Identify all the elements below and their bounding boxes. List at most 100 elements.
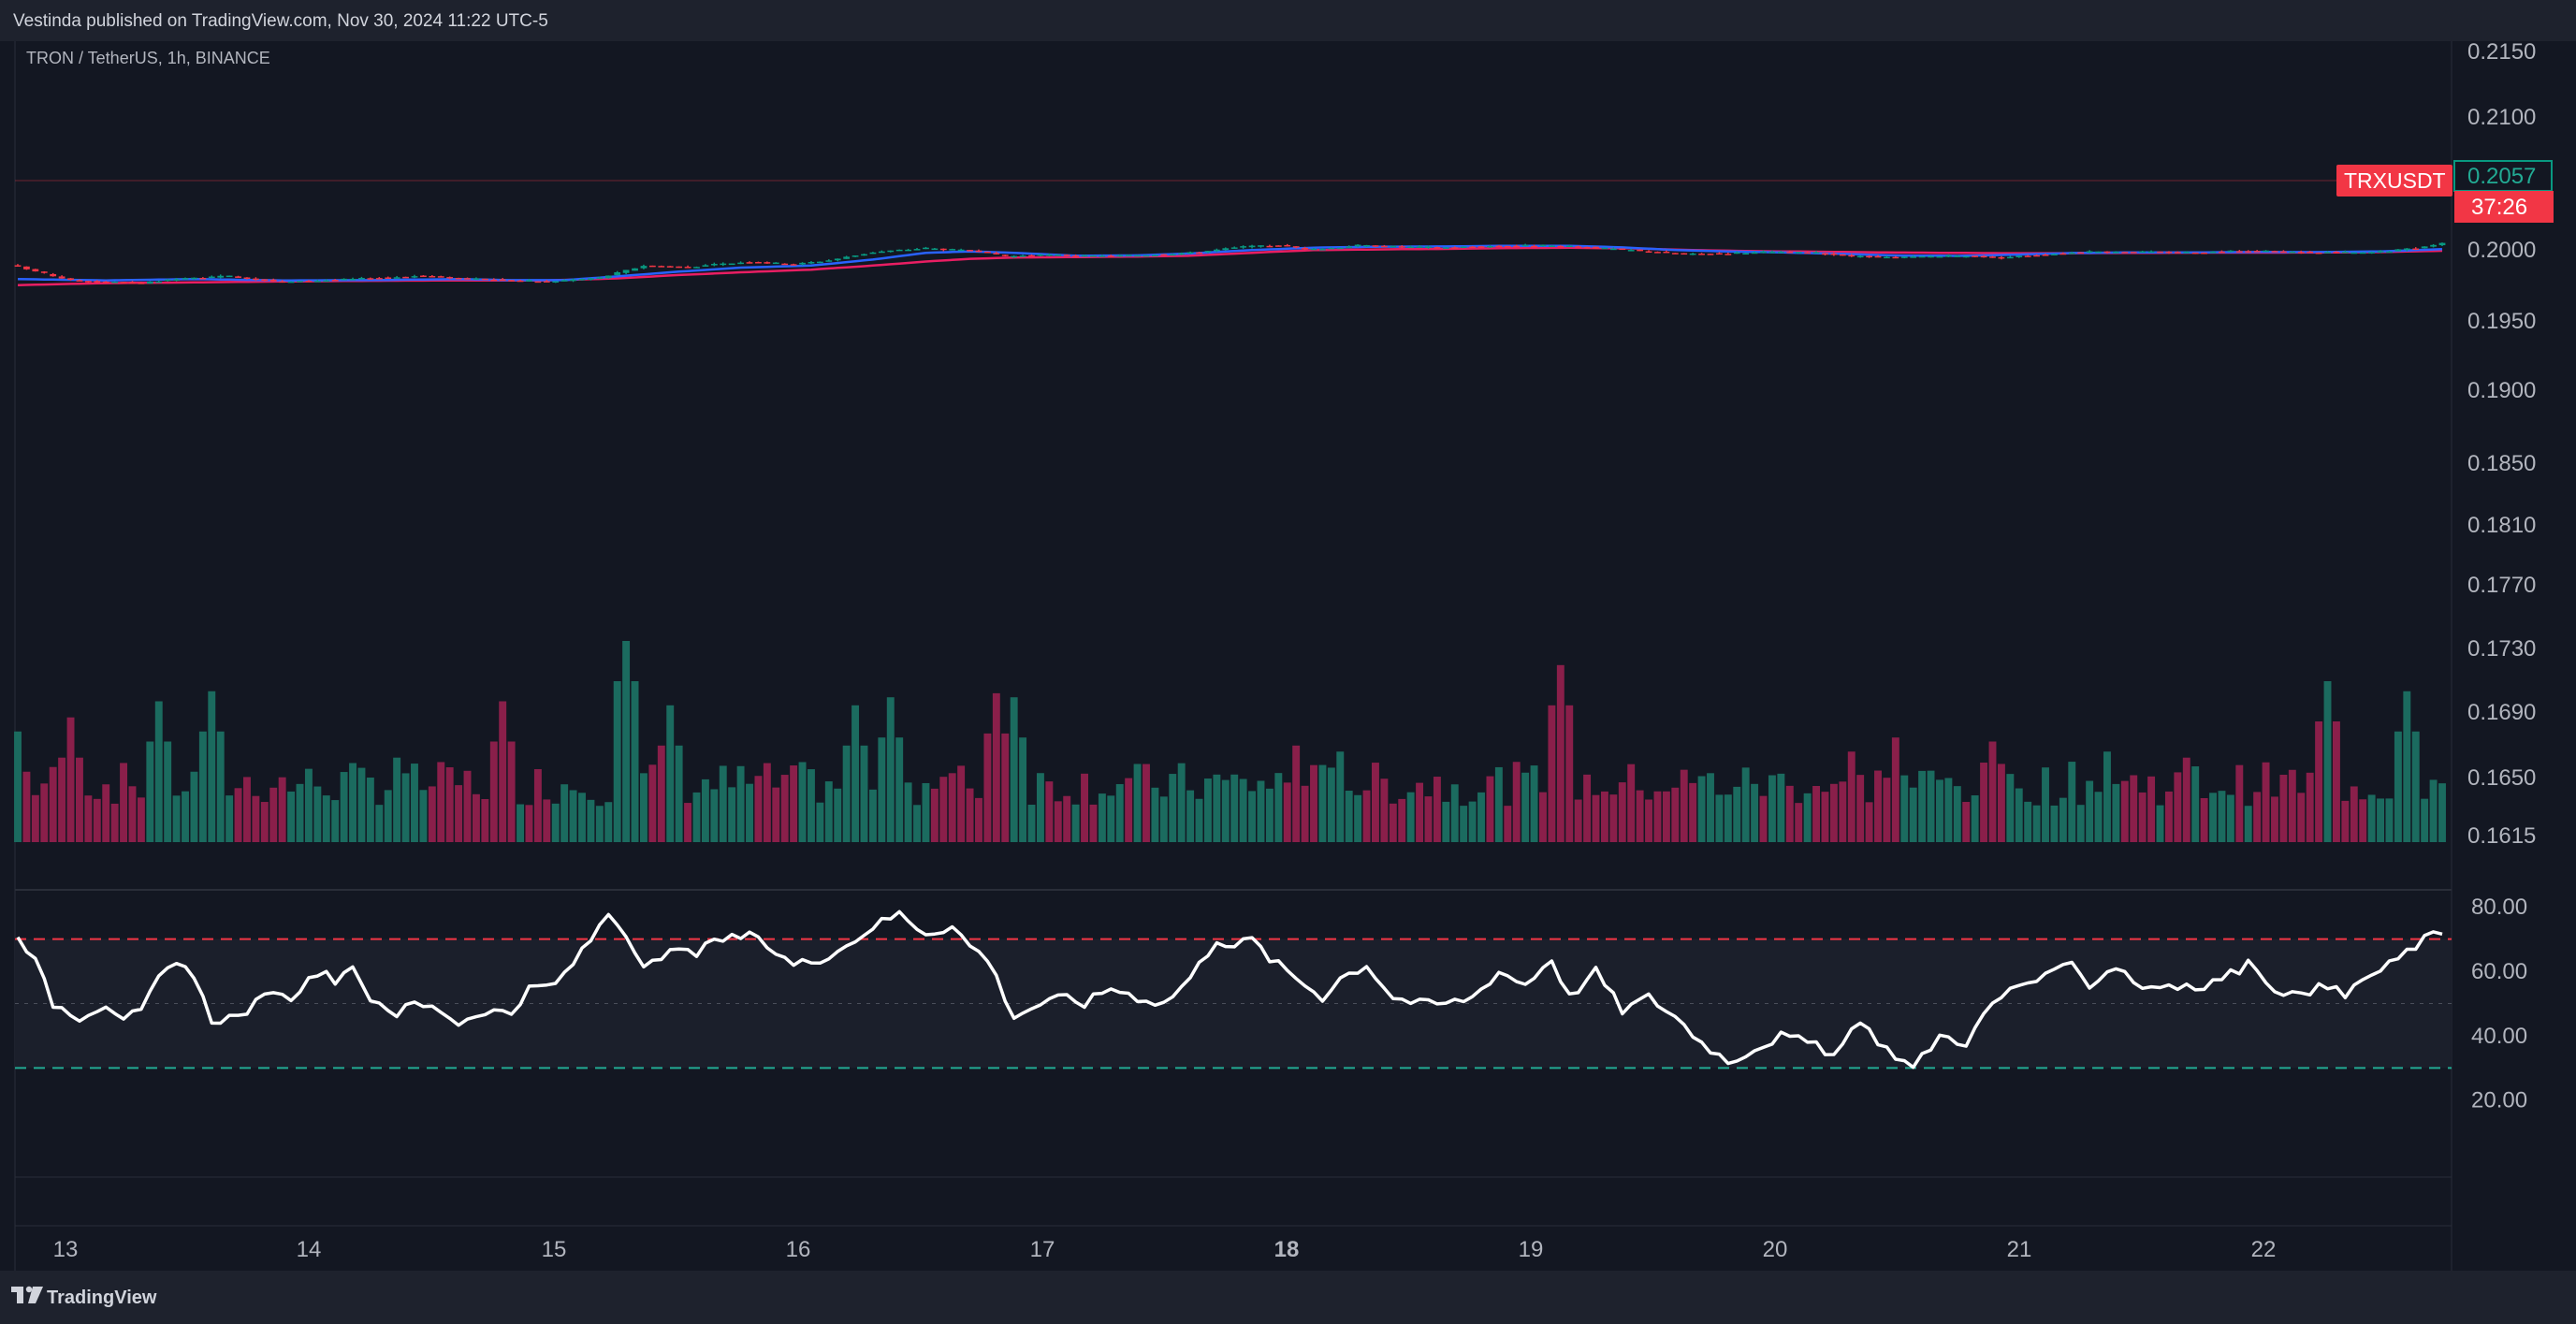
candle-body: [58, 276, 65, 279]
candle-body: [1539, 244, 1547, 247]
price-tick-label: 0.1615: [2467, 823, 2536, 849]
volume-bar: [1416, 782, 1424, 842]
candle-body: [648, 265, 656, 268]
volume-bar: [1795, 803, 1803, 842]
candle-body: [2253, 251, 2261, 253]
candle-body: [1830, 253, 1838, 255]
volume-bar: [631, 681, 639, 842]
volume-bar: [1301, 785, 1309, 842]
volume-bar: [2288, 769, 2296, 842]
candle-body: [2412, 248, 2420, 251]
volume-bar: [2032, 805, 2041, 842]
volume-bar: [1953, 786, 1961, 842]
candle-body: [1707, 254, 1714, 255]
volume-bar: [182, 791, 189, 842]
candle-body: [323, 280, 330, 283]
candle-body: [1777, 251, 1784, 254]
candle-body: [1822, 253, 1828, 255]
candle-body: [226, 275, 233, 278]
volume-bar: [287, 791, 296, 842]
candle-body: [2183, 252, 2190, 254]
candle-body: [543, 281, 550, 283]
candle-body: [2033, 255, 2040, 257]
candle-body: [32, 269, 39, 272]
candle-body: [851, 255, 859, 257]
candle-body: [728, 263, 735, 266]
volume-bars: [14, 641, 2446, 842]
volume-bar: [1159, 796, 1168, 842]
candle-body: [173, 279, 180, 281]
volume-bar: [551, 803, 560, 842]
volume-bar: [2138, 792, 2147, 842]
candle-body: [526, 280, 532, 282]
volume-bar: [1539, 792, 1547, 842]
volume-bar: [1997, 764, 2005, 842]
candle-body: [1848, 255, 1856, 257]
candle-body: [490, 279, 498, 282]
candle-body: [1346, 246, 1353, 249]
volume-bar: [1450, 784, 1459, 842]
candle-body: [217, 275, 225, 278]
volume-bar: [1980, 763, 1988, 842]
candle-body: [1742, 253, 1750, 255]
rsi-line: [16, 909, 2443, 1069]
volume-bar: [1803, 793, 1812, 842]
volume-bar: [128, 786, 137, 842]
candle-body: [191, 277, 197, 280]
candle-body: [825, 260, 833, 262]
volume-bar: [375, 805, 384, 842]
volume-bar: [1460, 806, 1468, 842]
volume-bar: [1151, 787, 1159, 842]
candle-body: [499, 279, 506, 281]
volume-bar: [1636, 790, 1644, 842]
candle-body: [402, 276, 409, 279]
volume-bar: [2103, 751, 2111, 842]
volume-bar: [1944, 778, 1953, 842]
candle-body: [2245, 251, 2252, 253]
candle-body: [367, 278, 374, 280]
candle-body: [313, 281, 321, 283]
volume-bar: [2297, 793, 2306, 842]
candle-body: [349, 278, 357, 281]
volume-bar: [226, 795, 234, 842]
volume-bar: [313, 786, 322, 842]
candle-body: [684, 267, 691, 269]
candle-body: [1609, 248, 1617, 251]
candle-body: [834, 258, 841, 261]
candle-body: [297, 281, 303, 283]
volume-bar: [137, 797, 145, 842]
candle-body: [1090, 255, 1097, 257]
published-info: Vestinda published on TradingView.com, N…: [13, 11, 548, 31]
volume-bar: [489, 741, 498, 842]
volume-bar: [2024, 801, 2032, 842]
candle-body: [772, 262, 779, 265]
candle-body: [287, 281, 295, 284]
volume-bar: [1380, 778, 1389, 842]
candle-body: [2324, 252, 2331, 254]
candle-body: [2006, 256, 2014, 259]
volume-bar: [1406, 792, 1415, 842]
candle-body: [1072, 255, 1080, 257]
volume-bar: [1098, 793, 1106, 842]
candle-body: [1619, 248, 1626, 251]
candle-body: [2235, 251, 2243, 253]
candle-body: [1142, 255, 1150, 257]
countdown-label: 37:26: [2471, 195, 2527, 220]
volume-bar: [1812, 785, 1821, 842]
volume-bar: [84, 795, 93, 842]
candle-body: [1557, 245, 1565, 248]
volume-bar: [93, 798, 101, 842]
candle-body: [464, 278, 471, 280]
volume-bar: [1186, 790, 1195, 842]
candle-body: [111, 282, 119, 284]
volume-bar: [1697, 776, 1706, 842]
volume-bar: [1900, 775, 1909, 842]
volume-bar: [472, 793, 480, 842]
volume-bar: [2411, 731, 2420, 842]
volume-bar: [983, 733, 992, 842]
volume-bar: [1909, 787, 1917, 842]
volume-bar: [366, 778, 374, 842]
candle-body: [632, 268, 638, 271]
time-tick-label: 13: [53, 1237, 79, 1262]
